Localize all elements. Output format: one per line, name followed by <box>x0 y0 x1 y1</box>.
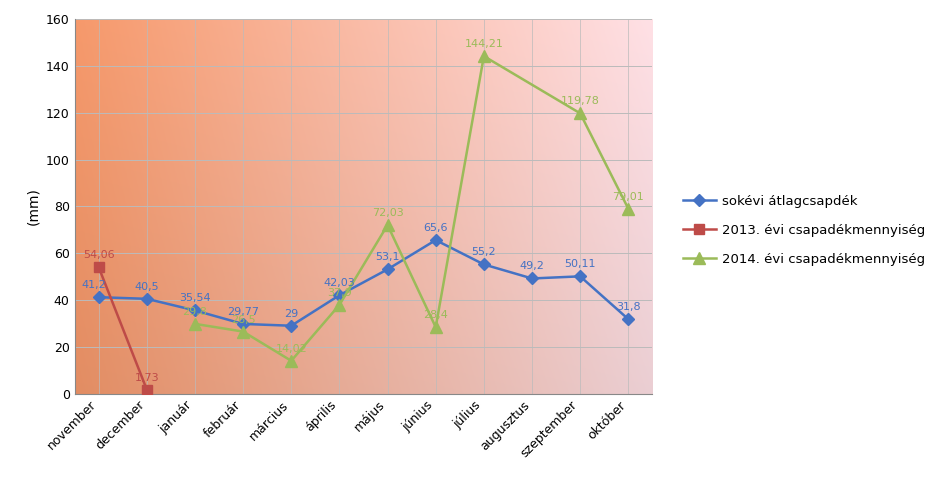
Line: 2014. évi csapadékmennyiség: 2014. évi csapadékmennyiség <box>189 50 634 366</box>
2013. évi csapadékmennyiség <box>141 387 152 393</box>
sokévi átlagcsapdék <box>623 316 634 322</box>
Text: 29,8: 29,8 <box>183 307 208 317</box>
sokévi átlagcsapdék <box>141 296 152 302</box>
Text: 1,73: 1,73 <box>134 372 159 383</box>
sokévi átlagcsapdék <box>527 276 538 281</box>
sokévi átlagcsapdék <box>574 274 585 279</box>
Line: 2013. évi csapadékmennyiség: 2013. évi csapadékmennyiség <box>94 262 152 395</box>
Text: 54,06: 54,06 <box>83 250 115 260</box>
Text: 37,9: 37,9 <box>327 288 351 298</box>
Legend: sokévi átlagcsapdék, 2013. évi csapadékmennyiség, 2014. évi csapadékmennyiség: sokévi átlagcsapdék, 2013. évi csapadékm… <box>678 190 931 271</box>
Text: 35,54: 35,54 <box>179 293 211 303</box>
Text: 49,2: 49,2 <box>519 262 544 272</box>
Text: 26,5: 26,5 <box>231 314 255 324</box>
2014. évi csapadékmennyiség <box>189 321 200 327</box>
sokévi átlagcsapdék <box>334 292 345 298</box>
Line: sokévi átlagcsapdék: sokévi átlagcsapdék <box>94 236 633 330</box>
Text: 55,2: 55,2 <box>472 247 496 257</box>
Text: 53,1: 53,1 <box>376 252 400 263</box>
2014. évi csapadékmennyiség <box>238 329 249 335</box>
Text: 72,03: 72,03 <box>372 208 404 218</box>
Text: 29,77: 29,77 <box>227 307 259 317</box>
sokévi átlagcsapdék <box>93 294 104 300</box>
Y-axis label: (mm): (mm) <box>26 188 40 225</box>
Text: 144,21: 144,21 <box>464 39 503 49</box>
sokévi átlagcsapdék <box>478 262 489 267</box>
Text: 29: 29 <box>284 309 298 319</box>
Text: 31,8: 31,8 <box>616 302 640 312</box>
sokévi átlagcsapdék <box>430 237 441 243</box>
2014. évi csapadékmennyiség <box>478 53 489 59</box>
Text: 79,01: 79,01 <box>612 192 644 202</box>
Text: 50,11: 50,11 <box>565 259 596 269</box>
2013. évi csapadékmennyiség <box>93 264 104 270</box>
2014. évi csapadékmennyiség <box>430 324 441 330</box>
Text: 40,5: 40,5 <box>134 282 159 292</box>
Text: 42,03: 42,03 <box>323 278 355 288</box>
Text: 14,02: 14,02 <box>275 344 308 354</box>
Text: 65,6: 65,6 <box>423 223 448 233</box>
2014. évi csapadékmennyiség <box>574 110 585 116</box>
Text: 119,78: 119,78 <box>561 96 599 106</box>
Text: 41,2: 41,2 <box>81 280 106 290</box>
2014. évi csapadékmennyiség <box>623 206 634 212</box>
sokévi átlagcsapdék <box>285 323 296 329</box>
Text: 28,4: 28,4 <box>423 310 448 320</box>
sokévi átlagcsapdék <box>189 308 200 313</box>
2014. évi csapadékmennyiség <box>334 302 345 308</box>
sokévi átlagcsapdék <box>382 266 393 272</box>
2014. évi csapadékmennyiség <box>382 222 393 228</box>
sokévi átlagcsapdék <box>238 321 249 327</box>
2014. évi csapadékmennyiség <box>285 358 296 364</box>
